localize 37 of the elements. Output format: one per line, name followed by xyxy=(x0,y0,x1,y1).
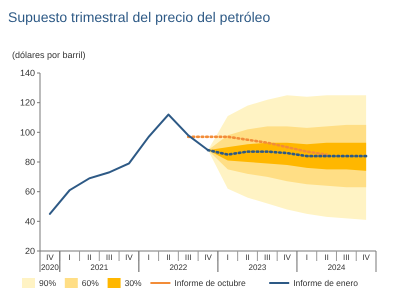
line-series xyxy=(186,135,328,156)
x-tick-label: I xyxy=(306,253,308,262)
y-tick-label: 80 xyxy=(24,157,35,167)
chart-title: Supuesto trimestral del precio del petróleo xyxy=(8,9,270,25)
x-tick-label: IV xyxy=(46,253,54,262)
legend-label: 90% xyxy=(39,278,56,288)
y-tick-label: 60 xyxy=(24,186,35,197)
x-tick-label: I xyxy=(148,253,150,262)
text: 2020 xyxy=(40,263,60,272)
legend-label: Informe de octubre xyxy=(174,278,246,288)
x-tick-label: II xyxy=(87,253,92,262)
x-tick-label: III xyxy=(343,253,350,262)
x-tick-label: IV xyxy=(125,253,134,262)
x-tick-label: III xyxy=(184,253,192,262)
legend-label: 30% xyxy=(124,278,142,288)
x-tick-label: I xyxy=(68,253,71,262)
text: 2022 xyxy=(169,263,188,272)
x-tick-label: II xyxy=(324,253,329,262)
text: 2024 xyxy=(328,263,346,272)
y-tick-label: 120 xyxy=(20,98,35,108)
x-tick-label: IV xyxy=(283,253,292,262)
x-tick-label: II xyxy=(166,253,171,262)
y-tick-label: 40 xyxy=(24,216,35,226)
y-tick-label: 20 xyxy=(24,246,35,256)
y-tick-label: 100 xyxy=(20,127,35,138)
x-tick-label: III xyxy=(106,253,113,262)
x-tick-label: III xyxy=(264,253,271,262)
legend-label: Informe de enero xyxy=(293,278,358,288)
text: 2021 xyxy=(90,263,109,272)
text: 2023 xyxy=(248,263,267,272)
y-axis-title: (dólares por barril) xyxy=(12,50,86,60)
x-tick-label: IV xyxy=(362,253,371,262)
x-tick-label: II xyxy=(245,253,250,262)
legend-label: 60% xyxy=(82,278,100,288)
y-tick-label: 140 xyxy=(20,68,35,78)
x-tick-label: I xyxy=(226,253,229,262)
x-tick-label: IV xyxy=(204,253,212,262)
